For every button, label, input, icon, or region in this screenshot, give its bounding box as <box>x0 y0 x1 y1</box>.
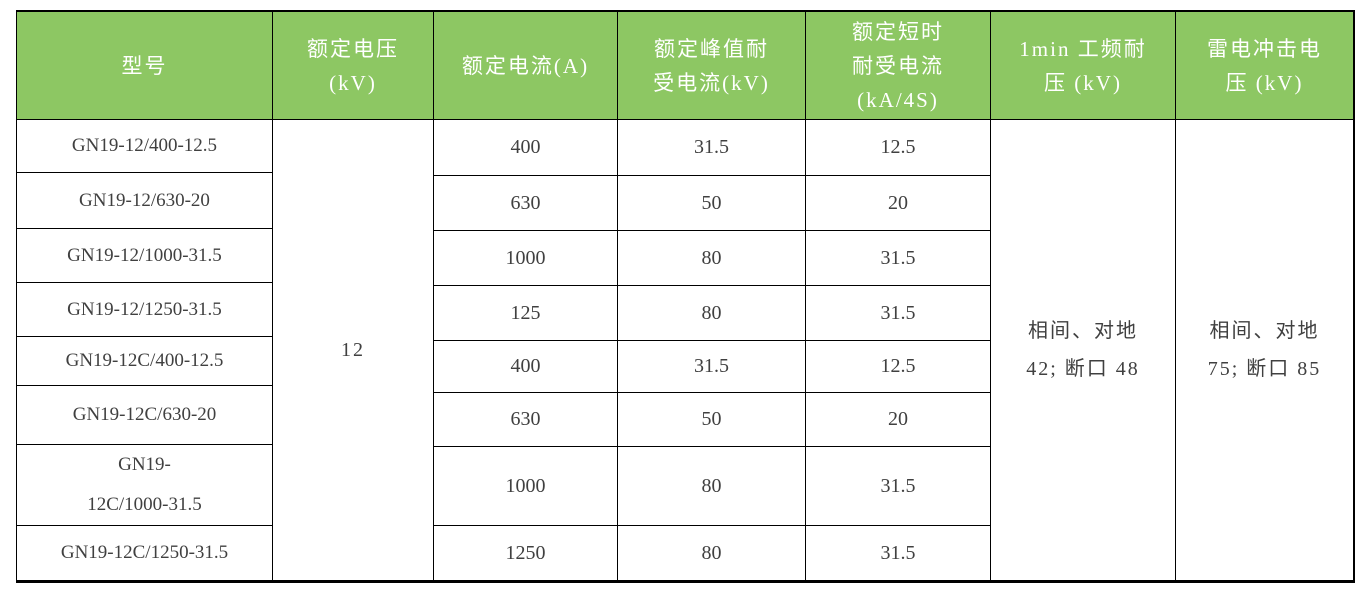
power-freq-cell: 相间、对地 42; 断口 48 <box>1026 320 1140 380</box>
rated-current-cell: 400 <box>434 120 617 176</box>
rated-voltage-cell: 12 <box>341 339 365 361</box>
rated-current-cell: 1000 <box>434 447 617 526</box>
rated-current-column: 400 630 1000 125 400 630 1000 1250 <box>434 120 618 580</box>
model-cell: GN19-12C/400-12.5 <box>17 337 272 386</box>
short-time-withstand-cell: 12.5 <box>806 341 990 393</box>
peak-withstand-cell: 80 <box>618 286 805 341</box>
model-cell: GN19-12/630-20 <box>17 173 272 229</box>
peak-withstand-cell: 80 <box>618 447 805 526</box>
model-cell: GN19-12/400-12.5 <box>17 120 272 173</box>
spec-table: 型号 额定电压 (kV) 额定电流(A) 额定峰值耐 受电流(kV) 额定短时 … <box>16 10 1355 583</box>
rated-voltage-column: 12 <box>273 120 434 580</box>
model-column: GN19-12/400-12.5 GN19-12/630-20 GN19-12/… <box>17 120 273 580</box>
rated-current-cell: 630 <box>434 176 617 231</box>
peak-withstand-cell: 80 <box>618 231 805 286</box>
model-cell: GN19-12/1250-31.5 <box>17 283 272 337</box>
peak-withstand-column: 31.5 50 80 80 31.5 50 80 80 <box>618 120 806 580</box>
model-cell: GN19- 12C/1000-31.5 <box>17 445 272 526</box>
header-cell-short-time-withstand: 额定短时 耐受电流 (kA/4S) <box>806 12 991 120</box>
model-cell: GN19-12/1000-31.5 <box>17 229 272 283</box>
power-freq-column: 相间、对地 42; 断口 48 <box>991 120 1176 580</box>
peak-withstand-cell: 31.5 <box>618 341 805 393</box>
short-time-withstand-cell: 31.5 <box>806 447 990 526</box>
model-cell: GN19-12C/630-20 <box>17 386 272 445</box>
header-cell-lightning-impulse: 雷电冲击电 压 (kV) <box>1176 12 1353 120</box>
header-cell-rated-current: 额定电流(A) <box>434 12 618 120</box>
lightning-impulse-cell: 相间、对地 75; 断口 85 <box>1207 320 1322 380</box>
short-time-withstand-cell: 31.5 <box>880 541 916 564</box>
short-time-withstand-cell: 20 <box>806 176 990 231</box>
rated-current-cell: 1000 <box>434 231 617 286</box>
short-time-withstand-cell: 20 <box>806 393 990 447</box>
short-time-withstand-cell: 31.5 <box>806 286 990 341</box>
header-cell-peak-withstand: 额定峰值耐 受电流(kV) <box>618 12 806 120</box>
peak-withstand-cell: 80 <box>701 541 722 564</box>
lightning-impulse-column: 相间、对地 75; 断口 85 <box>1176 120 1353 580</box>
peak-withstand-cell: 50 <box>618 393 805 447</box>
model-cell: GN19-12C/1250-31.5 <box>60 542 229 563</box>
header-cell-model: 型号 <box>17 12 273 120</box>
short-time-withstand-cell: 31.5 <box>806 231 990 286</box>
short-time-withstand-cell: 12.5 <box>806 120 990 176</box>
header-cell-rated-voltage: 额定电压 (kV) <box>273 12 434 120</box>
peak-withstand-cell: 50 <box>618 176 805 231</box>
peak-withstand-cell: 31.5 <box>618 120 805 176</box>
rated-current-cell: 630 <box>434 393 617 447</box>
header-cell-power-freq-withstand: 1min 工频耐 压 (kV) <box>991 12 1176 120</box>
short-time-withstand-column: 12.5 20 31.5 31.5 12.5 20 31.5 31.5 <box>806 120 991 580</box>
rated-current-cell: 1250 <box>505 541 546 564</box>
rated-current-cell: 125 <box>434 286 617 341</box>
rated-current-cell: 400 <box>434 341 617 393</box>
